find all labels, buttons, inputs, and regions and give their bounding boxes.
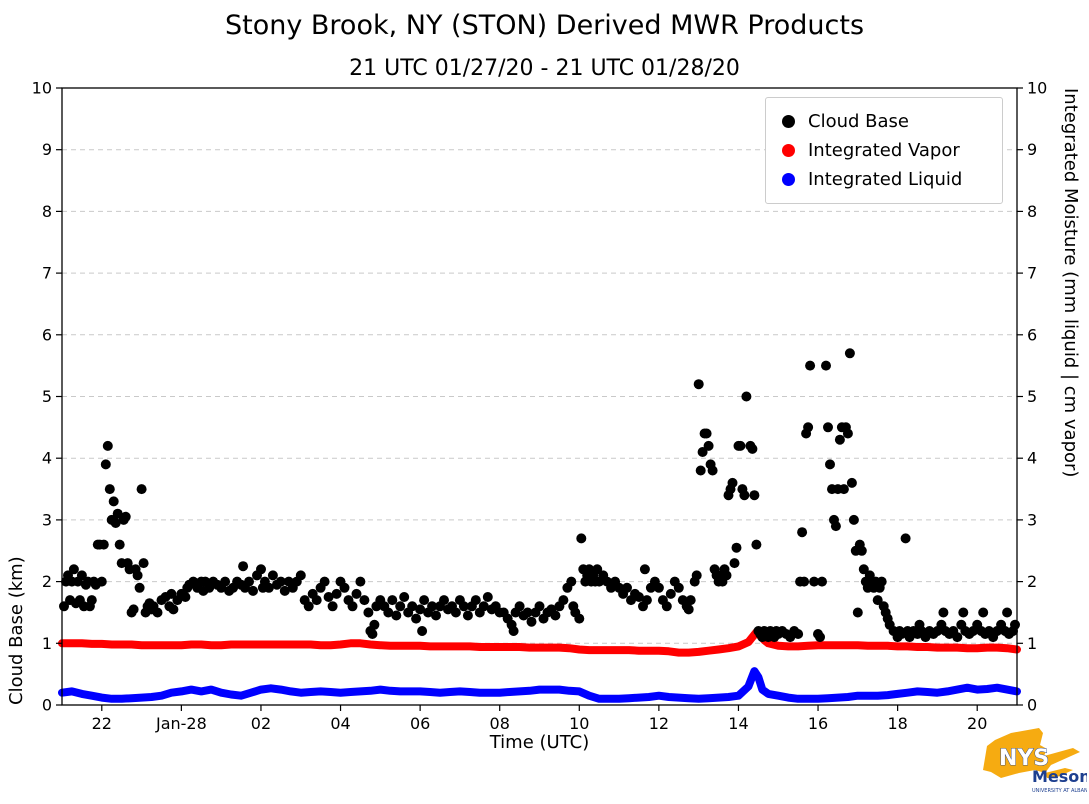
svg-text:4: 4 — [42, 449, 52, 468]
svg-text:10: 10 — [1027, 79, 1047, 98]
svg-text:2: 2 — [42, 572, 52, 591]
gridlines — [62, 149, 1017, 644]
legend-marker-cloud-base — [782, 115, 795, 128]
cloud-base-series — [59, 348, 1020, 643]
svg-text:20: 20 — [967, 714, 987, 733]
svg-text:9: 9 — [1027, 140, 1037, 159]
y-axis-label-right: Integrated Moisture (mm liquid | cm vapo… — [1060, 88, 1081, 478]
legend-label-cloud-base: Cloud Base — [808, 111, 909, 132]
ny-state-icon: NYS Mesonet UNIVERSITY AT ALBANY — [983, 728, 1089, 794]
svg-text:08: 08 — [490, 714, 510, 733]
svg-text:3: 3 — [42, 510, 52, 529]
svg-text:4: 4 — [1027, 449, 1037, 468]
svg-text:2: 2 — [1027, 572, 1037, 591]
nys-mesonet-logo: NYS Mesonet UNIVERSITY AT ALBANY — [977, 718, 1089, 802]
svg-text:04: 04 — [330, 714, 350, 733]
legend-item-integrated-vapor: Integrated Vapor — [766, 136, 1002, 165]
legend-label-integrated-liquid: Integrated Liquid — [808, 169, 963, 190]
chart-title: Stony Brook, NY (STON) Derived MWR Produ… — [224, 10, 865, 41]
svg-text:3: 3 — [1027, 510, 1037, 529]
legend-marker-integrated-liquid — [782, 173, 795, 186]
svg-text:10: 10 — [569, 714, 589, 733]
svg-text:6: 6 — [42, 325, 52, 344]
svg-text:1: 1 — [42, 634, 52, 653]
svg-text:8: 8 — [42, 202, 52, 221]
logo-tagline-text: UNIVERSITY AT ALBANY — [1032, 788, 1087, 794]
svg-text:Jan-28: Jan-28 — [155, 714, 207, 733]
legend-marker-integrated-vapor — [782, 144, 795, 157]
integrated-liquid-series — [58, 667, 1021, 703]
logo-nys-text: NYS — [999, 746, 1049, 771]
svg-text:5: 5 — [1027, 387, 1037, 406]
svg-text:12: 12 — [649, 714, 669, 733]
svg-text:02: 02 — [251, 714, 271, 733]
integrated-vapor-series — [58, 628, 1021, 657]
svg-text:5: 5 — [42, 387, 52, 406]
svg-text:7: 7 — [1027, 264, 1037, 283]
legend-label-integrated-vapor: Integrated Vapor — [808, 140, 960, 161]
svg-text:0: 0 — [42, 696, 52, 715]
svg-text:1: 1 — [1027, 634, 1037, 653]
svg-text:16: 16 — [808, 714, 828, 733]
svg-text:9: 9 — [42, 140, 52, 159]
svg-text:22: 22 — [92, 714, 112, 733]
svg-text:7: 7 — [42, 264, 52, 283]
axis-ticks: 22 Jan-28 02 04 06 08 10 12 14 16 18 200 01 12 23 34 45 5… — [32, 79, 1048, 734]
legend-item-integrated-liquid: Integrated Liquid — [766, 165, 1002, 194]
svg-text:10: 10 — [32, 79, 52, 98]
logo-mesonet-text: Mesonet — [1032, 767, 1087, 786]
chart-subtitle: 21 UTC 01/27/20 - 21 UTC 01/28/20 — [349, 56, 740, 81]
svg-text:14: 14 — [728, 714, 748, 733]
svg-text:6: 6 — [1027, 325, 1037, 344]
legend: Cloud Base Integrated Vapor Integrated L… — [765, 97, 1003, 204]
svg-text:0: 0 — [1027, 696, 1037, 715]
y-axis-label-left: Cloud Base (km) — [6, 556, 27, 705]
svg-text:06: 06 — [410, 714, 430, 733]
x-axis-label: Time (UTC) — [489, 732, 590, 753]
svg-text:8: 8 — [1027, 202, 1037, 221]
svg-text:18: 18 — [887, 714, 907, 733]
legend-item-cloud-base: Cloud Base — [766, 107, 1002, 136]
